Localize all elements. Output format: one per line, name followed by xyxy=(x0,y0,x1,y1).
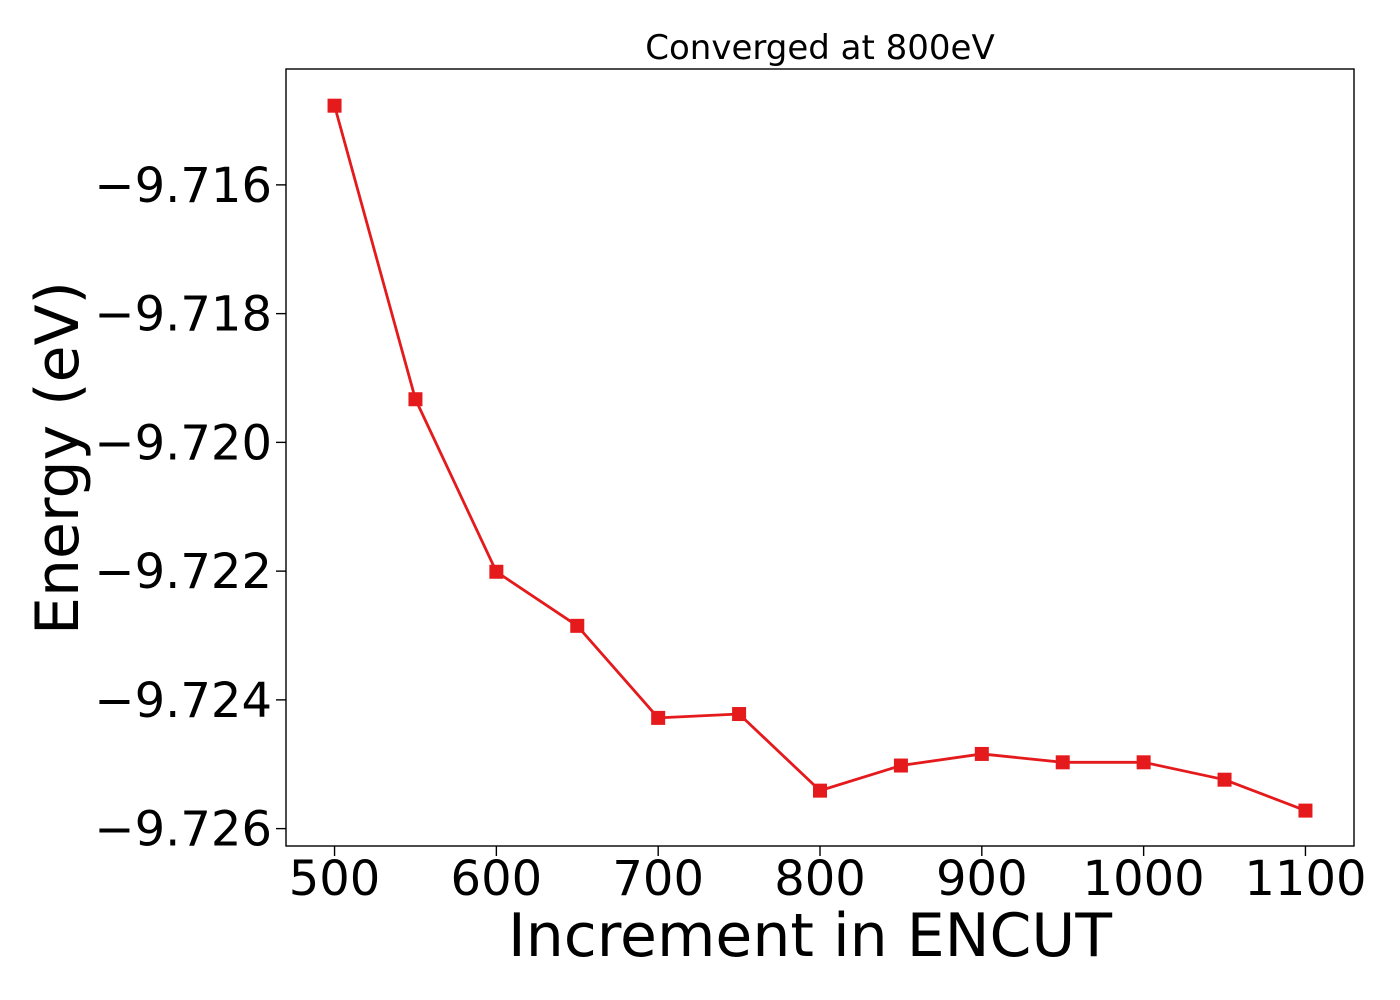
x-tick-label: 500 xyxy=(289,851,381,907)
x-tick-label: 600 xyxy=(451,851,543,907)
y-axis-label: Energy (eV) xyxy=(23,281,93,635)
y-axis-ticks: −9.716 −9.718 −9.720 −9.722 −9.724 −9.726 xyxy=(94,158,286,858)
x-tick-label: 700 xyxy=(612,851,704,907)
y-tick-label: −9.726 xyxy=(94,802,272,858)
data-point xyxy=(1136,755,1151,770)
x-tick-label: 900 xyxy=(936,851,1028,907)
data-point xyxy=(327,98,342,113)
y-tick-label: −9.724 xyxy=(94,673,272,729)
data-point xyxy=(408,392,423,407)
data-point xyxy=(732,707,747,722)
data-point xyxy=(893,758,908,773)
data-point xyxy=(489,564,504,579)
data-point xyxy=(1217,772,1232,787)
data-point xyxy=(1055,755,1070,770)
x-tick-label: 1100 xyxy=(1244,851,1366,907)
data-point xyxy=(813,783,827,798)
y-tick-label: −9.716 xyxy=(94,158,272,214)
x-axis-label: Increment in ENCUT xyxy=(508,901,1112,971)
plot-area xyxy=(285,68,1355,847)
data-point xyxy=(1298,803,1313,818)
x-tick-label: 1000 xyxy=(1083,851,1205,907)
series-layer xyxy=(327,98,1313,818)
data-point xyxy=(651,710,666,725)
data-point xyxy=(570,618,585,633)
chart-title: Converged at 800eV xyxy=(645,28,994,68)
x-axis-ticks: 500 600 700 800 900 1000 1100 xyxy=(289,846,1367,907)
x-tick-label: 800 xyxy=(774,851,866,907)
y-tick-label: −9.720 xyxy=(94,415,272,471)
y-tick-label: −9.722 xyxy=(94,544,272,600)
y-tick-label: −9.718 xyxy=(94,287,272,343)
data-point xyxy=(974,746,989,761)
series-line xyxy=(333,105,1306,812)
